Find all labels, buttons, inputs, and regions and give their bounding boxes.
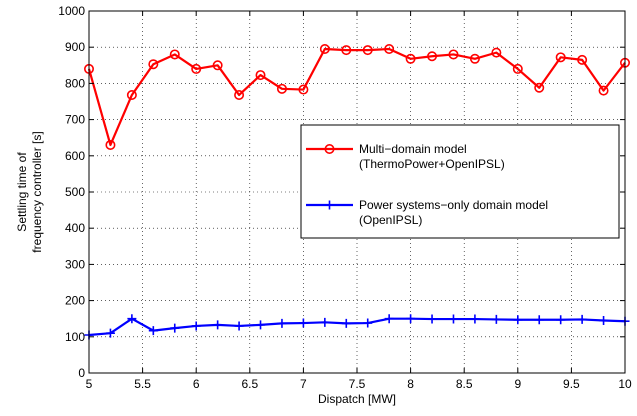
data-point bbox=[427, 314, 437, 324]
legend-item: Multi−domain model(ThermoPower+OpenIPSL) bbox=[306, 142, 505, 171]
data-point bbox=[405, 53, 416, 64]
data-point bbox=[255, 70, 266, 81]
data-point bbox=[491, 47, 502, 58]
axis-ticks: 5 5.5 6 6.5 7 7.5 8 8.5 9 9.5 10010020030040050060… bbox=[58, 4, 632, 391]
x-tick-label: 9.5 bbox=[563, 377, 580, 391]
y-tick-label: 1000 bbox=[58, 4, 85, 18]
data-point bbox=[448, 49, 459, 60]
y-tick-label: 900 bbox=[65, 40, 85, 54]
y-tick-label: 600 bbox=[65, 149, 85, 163]
data-point bbox=[513, 315, 523, 325]
data-point bbox=[213, 320, 223, 330]
data-point bbox=[325, 200, 334, 210]
x-tick-label: 7 bbox=[300, 377, 307, 391]
data-point bbox=[448, 314, 458, 324]
x-tick-label: 5.5 bbox=[134, 377, 151, 391]
y-tick-label: 400 bbox=[65, 221, 85, 235]
data-point bbox=[363, 318, 373, 328]
data-point bbox=[148, 326, 158, 336]
data-point bbox=[534, 315, 544, 325]
y-axis-label-line: frequency controller [s] bbox=[30, 131, 44, 252]
data-point bbox=[298, 84, 309, 95]
legend-label: (OpenIPSL) bbox=[359, 213, 422, 227]
y-tick-label: 500 bbox=[65, 185, 85, 199]
data-point bbox=[427, 51, 438, 62]
x-tick-label: 8 bbox=[407, 377, 414, 391]
data-point bbox=[577, 314, 587, 324]
x-tick-label: 6 bbox=[193, 377, 200, 391]
x-axis-label: Dispatch [MW] bbox=[318, 392, 396, 406]
data-point bbox=[191, 321, 201, 331]
data-point bbox=[277, 318, 287, 328]
data-point bbox=[191, 63, 202, 74]
data-point bbox=[127, 314, 137, 324]
data-point bbox=[126, 89, 137, 100]
y-tick-label: 700 bbox=[65, 113, 85, 127]
legend-label: (ThermoPower+OpenIPSL) bbox=[359, 157, 505, 171]
x-tick-label: 7.5 bbox=[349, 377, 366, 391]
legend: Multi−domain model(ThermoPower+OpenIPSL)… bbox=[300, 124, 620, 239]
data-point bbox=[105, 328, 115, 338]
data-point bbox=[170, 323, 180, 333]
data-point bbox=[598, 85, 609, 96]
data-point bbox=[406, 314, 416, 324]
y-tick-label: 100 bbox=[65, 330, 85, 344]
data-point bbox=[599, 316, 609, 326]
y-axis-label: Settling time of frequency controller [s] bbox=[15, 131, 44, 252]
data-point bbox=[169, 49, 180, 60]
y-tick-label: 200 bbox=[65, 294, 85, 308]
data-point bbox=[384, 314, 394, 324]
data-point bbox=[577, 54, 588, 65]
y-tick-label: 0 bbox=[78, 366, 85, 380]
series-layer bbox=[84, 44, 630, 340]
legend-item: Power systems−only domain model(OpenIPSL… bbox=[306, 198, 548, 227]
data-point bbox=[234, 321, 244, 331]
data-point bbox=[555, 52, 566, 63]
data-point bbox=[319, 44, 330, 55]
data-point bbox=[470, 314, 480, 324]
data-point bbox=[491, 314, 501, 324]
x-tick-label: 8.5 bbox=[456, 377, 473, 391]
y-axis-label-line: Settling time of bbox=[15, 152, 29, 232]
data-point bbox=[276, 83, 287, 94]
data-point bbox=[341, 45, 352, 56]
data-point bbox=[512, 63, 523, 74]
x-tick-label: 9 bbox=[514, 377, 521, 391]
x-tick-label: 5 bbox=[86, 377, 93, 391]
y-tick-label: 300 bbox=[65, 257, 85, 271]
data-point bbox=[320, 317, 330, 327]
data-point bbox=[556, 315, 566, 325]
data-point bbox=[324, 144, 335, 155]
legend-label: Power systems−only domain model bbox=[359, 198, 548, 212]
data-point bbox=[256, 320, 266, 330]
x-tick-label: 10 bbox=[618, 377, 632, 391]
series-line bbox=[88, 317, 626, 337]
data-point bbox=[234, 89, 245, 100]
data-point bbox=[341, 318, 351, 328]
x-tick-label: 6.5 bbox=[241, 377, 258, 391]
legend-box bbox=[300, 124, 620, 239]
data-point bbox=[362, 45, 373, 56]
data-point bbox=[534, 82, 545, 93]
legend-label: Multi−domain model bbox=[359, 142, 467, 156]
data-point bbox=[105, 139, 116, 150]
data-point bbox=[298, 318, 308, 328]
data-point bbox=[212, 60, 223, 71]
data-point bbox=[384, 44, 395, 55]
data-point bbox=[148, 59, 159, 70]
y-tick-label: 800 bbox=[65, 76, 85, 90]
data-point bbox=[469, 53, 480, 64]
